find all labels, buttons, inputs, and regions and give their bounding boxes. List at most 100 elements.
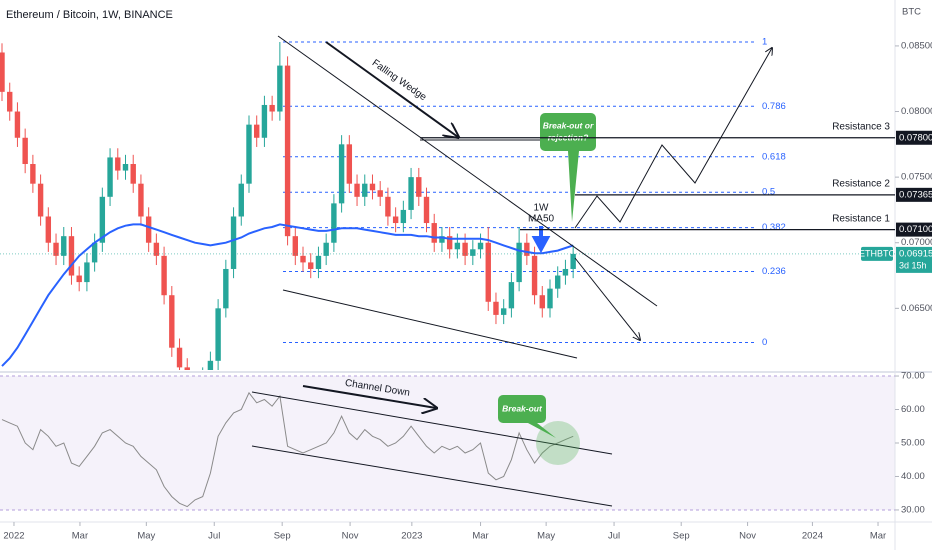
candle-body bbox=[115, 157, 121, 171]
wedge-lower bbox=[282, 289, 578, 359]
candle-body bbox=[215, 308, 221, 361]
price-pane bbox=[0, 41, 757, 370]
candle-body bbox=[562, 268, 569, 276]
callout-top-text: Break-out or bbox=[543, 120, 594, 130]
candle-body bbox=[477, 242, 484, 250]
candle-body bbox=[416, 177, 422, 197]
candle-body bbox=[0, 52, 5, 92]
candle-body bbox=[331, 203, 337, 243]
candle-body bbox=[362, 183, 368, 197]
fib-label: 0 bbox=[762, 337, 767, 348]
candle-body bbox=[138, 183, 144, 217]
candle-body bbox=[392, 216, 399, 224]
rsi-tick-label: 30.00 bbox=[901, 504, 925, 515]
x-tick-label: 2022 bbox=[3, 531, 24, 542]
candle-body bbox=[308, 262, 314, 269]
rsi-pane bbox=[0, 375, 895, 511]
last-price-box bbox=[896, 246, 932, 273]
ma-label: 1W bbox=[534, 203, 550, 214]
candle-body bbox=[400, 209, 407, 224]
fib-label: 1 bbox=[762, 37, 767, 48]
candle-body bbox=[539, 295, 545, 309]
candle-body bbox=[61, 236, 67, 256]
ma-label: MA50 bbox=[528, 214, 555, 225]
candle-body bbox=[524, 242, 530, 256]
x-tick-label: Nov bbox=[739, 531, 756, 542]
candle-body bbox=[377, 190, 383, 197]
rsi-line bbox=[1, 391, 574, 508]
y-tick-label: 0.07000 bbox=[901, 237, 932, 248]
candle-body bbox=[91, 242, 98, 263]
ma50-line bbox=[1, 223, 574, 367]
rsi-tick-label: 50.00 bbox=[901, 438, 925, 449]
fib-label: 0.5 bbox=[762, 187, 775, 198]
resistance-price-box bbox=[896, 187, 932, 202]
unit-label: BTC bbox=[902, 7, 921, 18]
candle-body bbox=[354, 183, 360, 197]
candle-body bbox=[107, 157, 113, 197]
x-tick-label: Mar bbox=[72, 531, 88, 542]
candle-body bbox=[269, 104, 275, 112]
candle-body bbox=[446, 236, 453, 250]
candle-body bbox=[323, 242, 329, 256]
rsi-tick-label: 40.00 bbox=[901, 471, 925, 482]
candle-body bbox=[153, 242, 160, 256]
candle-body bbox=[292, 236, 298, 256]
countdown-label: 3d 15h bbox=[899, 260, 927, 270]
candle-body bbox=[76, 275, 82, 283]
candle-body bbox=[184, 367, 190, 370]
resistance-price: 0.07100 bbox=[899, 224, 932, 235]
candle-body bbox=[68, 236, 75, 276]
candle-body bbox=[22, 137, 28, 165]
x-tick-label: Jul bbox=[608, 531, 620, 542]
callout-top-bubble bbox=[540, 113, 596, 222]
projection-down bbox=[574, 257, 640, 340]
x-tick-label: Nov bbox=[342, 531, 359, 542]
candle-body bbox=[470, 249, 476, 256]
x-tick-label: 2023 bbox=[401, 531, 422, 542]
wedge-upper bbox=[277, 35, 658, 307]
resistance-name: Resistance 1 bbox=[832, 213, 890, 224]
candle-body bbox=[516, 242, 522, 283]
candle-body bbox=[261, 104, 268, 138]
candle-body bbox=[423, 196, 430, 224]
y-tick-label: 0.08500 bbox=[901, 40, 932, 51]
fib-label: 0.618 bbox=[762, 151, 786, 162]
candle-body bbox=[547, 288, 553, 309]
x-tick-label: May bbox=[537, 531, 555, 542]
y-tick-label: 0.08000 bbox=[901, 106, 932, 117]
candle-body bbox=[99, 196, 106, 243]
x-tick-label: Sep bbox=[673, 531, 690, 542]
candle-body bbox=[223, 268, 229, 309]
candle-body bbox=[570, 253, 576, 269]
candle-body bbox=[315, 255, 322, 269]
candle-body bbox=[169, 295, 175, 348]
resistance-price: 0.07800 bbox=[899, 132, 932, 143]
candle-body bbox=[346, 144, 353, 184]
candle-body bbox=[45, 216, 52, 243]
resistance-price-box bbox=[896, 222, 932, 237]
candle-body bbox=[485, 242, 491, 302]
candle-body bbox=[161, 255, 167, 296]
candle-body bbox=[555, 275, 561, 289]
x-tick-label: Mar bbox=[472, 531, 488, 542]
candle-body bbox=[254, 124, 260, 138]
rsi-tick-label: 70.00 bbox=[901, 371, 925, 382]
candle-body bbox=[277, 65, 283, 112]
fib-label: 0.382 bbox=[762, 222, 786, 233]
fib-label: 0.236 bbox=[762, 266, 786, 277]
candle-body bbox=[385, 196, 391, 217]
candle-body bbox=[454, 242, 461, 250]
y-tick-label: 0.06500 bbox=[901, 303, 932, 314]
candle-body bbox=[53, 242, 59, 256]
x-tick-label: Mar bbox=[870, 531, 886, 542]
candle-body bbox=[84, 262, 90, 283]
x-tick-label: 2024 bbox=[802, 531, 823, 542]
last-price-label: 0.06915 bbox=[899, 248, 932, 259]
resistance-price-box bbox=[896, 130, 932, 145]
candle-body bbox=[284, 65, 291, 237]
candle-body bbox=[439, 236, 445, 243]
